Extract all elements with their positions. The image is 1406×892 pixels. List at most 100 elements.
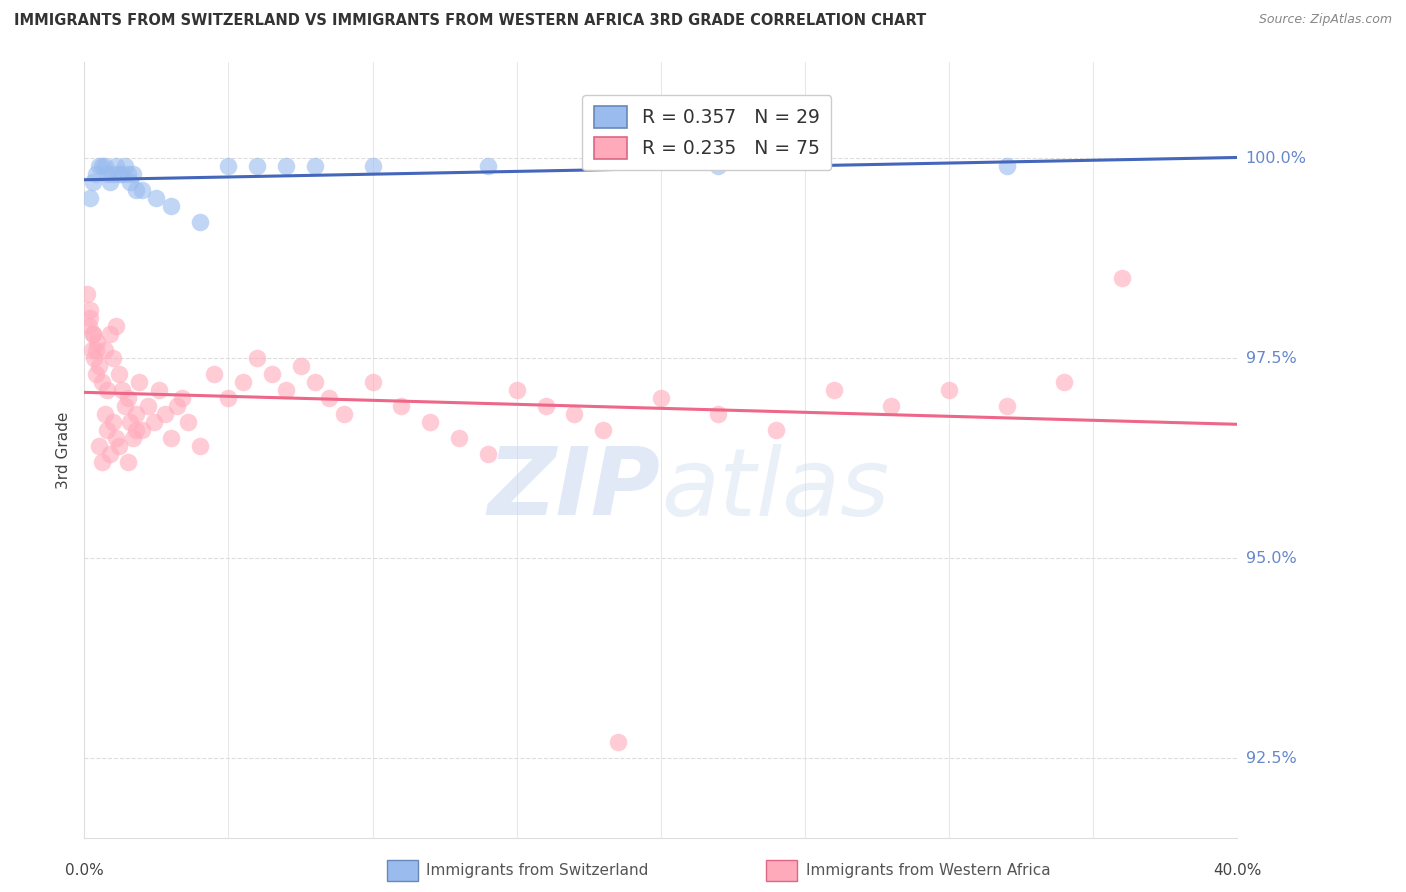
Text: Immigrants from Western Africa: Immigrants from Western Africa	[806, 863, 1050, 878]
Point	[419, 416, 441, 430]
Point	[80, 343, 103, 358]
Point	[304, 160, 326, 174]
Point	[477, 160, 499, 174]
Point	[188, 440, 211, 454]
Point	[188, 215, 211, 229]
Point	[96, 424, 118, 438]
Text: 95.0%: 95.0%	[1246, 551, 1296, 566]
Point	[177, 416, 200, 430]
Point	[995, 400, 1018, 414]
Point	[333, 408, 356, 422]
Point	[77, 319, 100, 334]
Point	[172, 392, 194, 406]
Point	[1111, 271, 1133, 285]
Point	[93, 343, 115, 358]
Point	[153, 408, 176, 422]
Text: Source: ZipAtlas.com: Source: ZipAtlas.com	[1258, 13, 1392, 27]
Point	[111, 168, 134, 182]
Point	[318, 392, 340, 406]
Point	[938, 384, 960, 398]
Point	[84, 343, 107, 358]
Point	[90, 455, 112, 469]
Point	[98, 327, 121, 342]
Point	[592, 424, 614, 438]
Point	[96, 384, 118, 398]
Point	[76, 287, 98, 301]
Point	[111, 384, 134, 398]
Point	[449, 432, 471, 446]
Y-axis label: 3rd Grade: 3rd Grade	[56, 412, 72, 489]
Point	[125, 184, 148, 198]
Point	[114, 400, 136, 414]
Text: 100.0%: 100.0%	[1246, 151, 1306, 166]
Point	[276, 160, 298, 174]
Point	[142, 416, 165, 430]
Point	[96, 168, 118, 182]
Point	[145, 191, 167, 205]
Text: 0.0%: 0.0%	[65, 863, 104, 879]
Point	[136, 400, 159, 414]
Text: Immigrants from Switzerland: Immigrants from Switzerland	[426, 863, 648, 878]
Point	[232, 376, 254, 390]
Point	[103, 351, 124, 366]
Point	[148, 384, 170, 398]
Point	[823, 384, 845, 398]
Point	[122, 168, 145, 182]
Point	[122, 432, 145, 446]
Point	[108, 368, 131, 382]
Point	[477, 447, 499, 461]
Point	[290, 359, 312, 374]
Point	[79, 303, 101, 318]
Point	[995, 160, 1018, 174]
Point	[765, 424, 787, 438]
Point	[105, 432, 128, 446]
Point	[125, 424, 148, 438]
Point	[534, 400, 557, 414]
Point	[606, 735, 628, 749]
Point	[246, 160, 269, 174]
Text: IMMIGRANTS FROM SWITZERLAND VS IMMIGRANTS FROM WESTERN AFRICA 3RD GRADE CORRELAT: IMMIGRANTS FROM SWITZERLAND VS IMMIGRANT…	[14, 13, 927, 29]
Point	[82, 176, 104, 190]
Point	[82, 327, 104, 342]
Text: 97.5%: 97.5%	[1246, 351, 1296, 366]
Point	[93, 160, 115, 174]
Point	[166, 400, 188, 414]
Point	[108, 440, 131, 454]
Text: atlas: atlas	[661, 443, 889, 535]
Point	[90, 376, 112, 390]
Point	[391, 400, 413, 414]
Point	[564, 408, 586, 422]
Point	[93, 408, 115, 422]
Point	[105, 160, 128, 174]
Point	[117, 168, 139, 182]
Point	[117, 392, 139, 406]
Point	[117, 455, 139, 469]
Point	[218, 392, 240, 406]
Point	[79, 191, 101, 205]
Point	[120, 176, 142, 190]
Text: 40.0%: 40.0%	[1213, 863, 1261, 879]
Point	[87, 440, 110, 454]
Point	[246, 351, 269, 366]
Point	[506, 384, 529, 398]
Point	[1053, 376, 1076, 390]
Point	[84, 368, 107, 382]
Point	[707, 160, 730, 174]
Point	[87, 359, 110, 374]
Point	[304, 376, 326, 390]
Point	[260, 368, 283, 382]
Point	[98, 447, 121, 461]
Point	[218, 160, 240, 174]
Point	[86, 335, 108, 350]
Point	[361, 160, 384, 174]
Point	[90, 160, 112, 174]
Point	[105, 319, 128, 334]
Point	[131, 184, 153, 198]
Text: ZIP: ZIP	[488, 443, 661, 535]
Point	[83, 351, 105, 366]
Point	[880, 400, 903, 414]
Point	[361, 376, 384, 390]
Point	[114, 160, 136, 174]
Point	[707, 408, 730, 422]
Point	[103, 168, 124, 182]
